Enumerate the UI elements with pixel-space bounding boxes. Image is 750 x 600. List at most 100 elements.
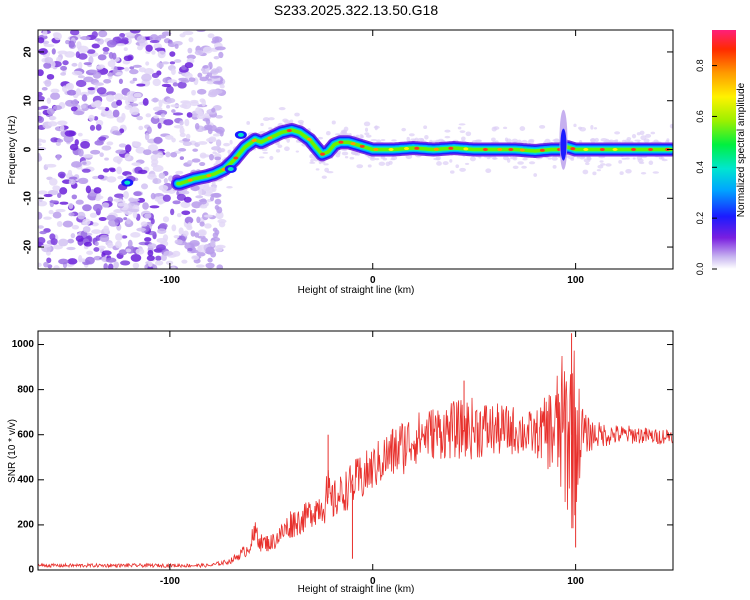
ridge-halo	[324, 167, 330, 173]
noise-blob	[194, 122, 200, 130]
noise-blob	[194, 50, 204, 56]
snr-ytick-label: 400	[17, 474, 34, 485]
noise-blob	[50, 92, 61, 100]
spectrogram-ytick-label: 0	[23, 146, 34, 152]
noise-blob	[60, 65, 68, 71]
ridge-peak	[648, 148, 654, 151]
spectrogram-ylabel: Frequency (Hz)	[7, 116, 18, 185]
noise-blob	[150, 218, 155, 225]
noise-blob	[199, 98, 206, 103]
ridge-peak	[519, 148, 525, 152]
noise-blob	[165, 151, 171, 158]
noise-blob	[38, 196, 43, 203]
noise-blob	[107, 72, 114, 77]
noise-blob	[77, 177, 89, 185]
noise-blob	[52, 211, 62, 219]
noise-blob	[62, 85, 68, 93]
noise-blob	[151, 72, 160, 79]
noise-blob	[125, 144, 132, 153]
noise-blob	[106, 94, 115, 102]
noise-blob	[215, 211, 224, 220]
ridge-halo	[423, 125, 428, 130]
ridge-halo	[269, 155, 274, 160]
noise-blob	[133, 92, 142, 98]
noise-blob	[195, 264, 205, 268]
snr-ylabel: SNR (10 * v/v)	[7, 419, 18, 483]
snr-xtick-label: 0	[370, 576, 376, 587]
ridge-halo	[660, 156, 665, 160]
noise-blob	[132, 262, 140, 269]
noise-blob	[94, 241, 99, 247]
ridge-peak	[187, 178, 193, 182]
spectrogram-heatmap	[38, 30, 673, 269]
noise-blob	[62, 220, 74, 228]
noise-blob	[154, 47, 166, 51]
noise-blob	[206, 72, 213, 77]
ridge-halo	[634, 139, 641, 142]
noise-blob	[67, 238, 75, 244]
noise-blob	[210, 68, 219, 75]
noise-blob	[82, 226, 91, 233]
noise-blob	[75, 88, 82, 96]
ridge-halo	[638, 161, 645, 165]
noise-blob	[102, 46, 110, 52]
ridge-halo	[582, 169, 589, 175]
ridge-halo	[645, 133, 652, 138]
noise-blob	[112, 130, 121, 136]
ridge-halo	[262, 117, 270, 122]
noise-blob	[112, 109, 120, 118]
ridge-peak	[251, 138, 257, 142]
noise-blob	[45, 163, 57, 168]
ridge-halo	[382, 157, 388, 161]
noise-blob	[86, 49, 96, 54]
noise-blob	[115, 240, 122, 249]
noise-blob	[121, 96, 128, 101]
noise-blob	[60, 72, 67, 76]
snr-ytick-label: 800	[17, 384, 34, 395]
noise-blob	[65, 39, 70, 45]
ridge-halo	[491, 126, 497, 132]
colorbar: 0.0 0.2 0.4 0.6 0.8 Normalized spectral ampl…	[695, 30, 747, 275]
snr-series-line	[38, 350, 673, 569]
noise-blob	[160, 254, 167, 262]
noise-blob	[151, 158, 159, 166]
noise-blob	[132, 77, 138, 82]
noise-blob	[38, 211, 43, 220]
ridge-halo	[331, 120, 336, 125]
noise-blob	[180, 79, 190, 83]
noise-blob	[196, 30, 206, 33]
noise-blob	[171, 224, 177, 232]
noise-blob	[127, 239, 133, 248]
noise-blob	[103, 263, 108, 269]
noise-blob	[93, 82, 104, 86]
ridge-halo	[268, 117, 275, 121]
noise-blob	[191, 158, 201, 163]
noise-blob	[145, 61, 150, 66]
noise-blob	[114, 209, 121, 213]
noise-blob	[164, 135, 174, 140]
noise-blob	[83, 241, 92, 247]
ridge-halo	[459, 167, 466, 172]
noise-blob	[97, 245, 106, 250]
ridge-halo	[364, 132, 370, 136]
noise-blob	[75, 199, 84, 205]
ridge-halo	[229, 139, 233, 145]
noise-blob	[147, 266, 154, 269]
ridge-halo	[652, 171, 660, 174]
ridge-halo	[349, 156, 355, 160]
ridge-halo	[504, 137, 509, 142]
noise-blob	[181, 210, 191, 216]
noise-blob	[150, 192, 156, 200]
ridge-halo	[619, 171, 624, 176]
ridge-halo	[356, 164, 364, 169]
noise-blob	[82, 204, 92, 212]
noise-blob	[52, 105, 62, 111]
ridge-peak	[404, 147, 410, 151]
noise-blob	[214, 204, 220, 210]
noise-blob	[75, 235, 84, 242]
noise-blob	[199, 221, 205, 227]
noise-blob	[219, 84, 225, 89]
noise-blob	[74, 139, 79, 146]
noise-blob	[92, 71, 102, 79]
noise-blob	[65, 83, 73, 89]
